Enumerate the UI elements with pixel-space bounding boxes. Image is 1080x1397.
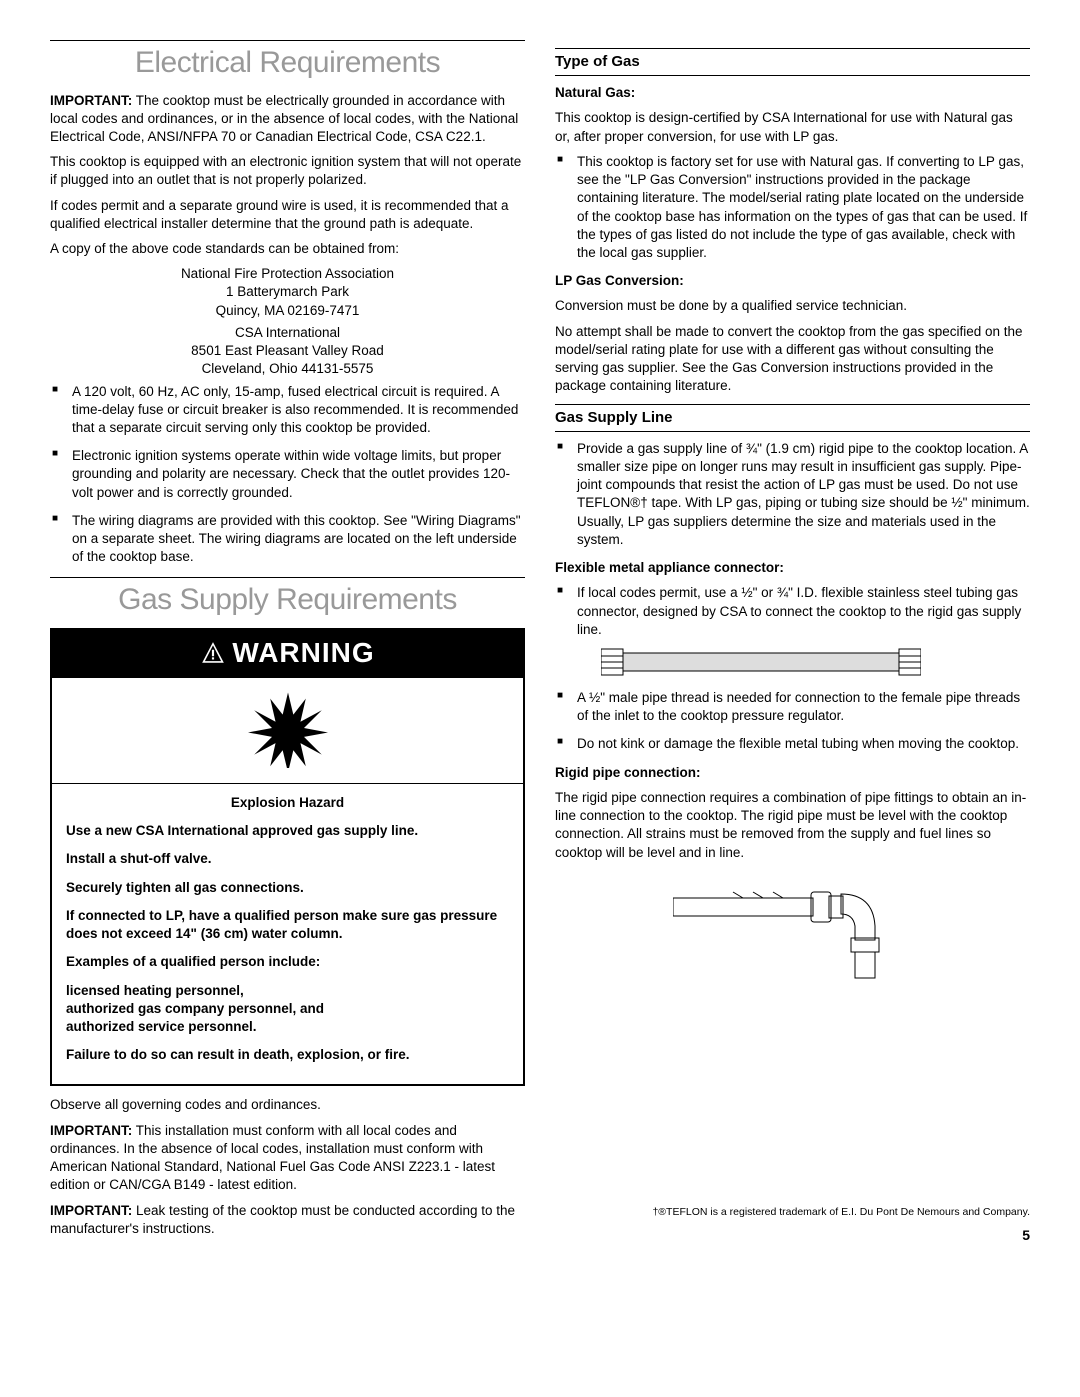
right-column: Type of Gas Natural Gas: This cooktop is… [555,40,1030,1252]
list-item: If local codes permit, use a ½" or ¾" I.… [577,584,1030,679]
important-label: IMPORTANT: [50,1123,132,1138]
natural-gas-p: This cooktop is design-certified by CSA … [555,109,1030,145]
list-item: Provide a gas supply line of ¾" (1.9 cm)… [577,440,1030,549]
list-item: Do not kink or damage the flexible metal… [577,735,1030,753]
rigid-pipe-p: The rigid pipe connection requires a com… [555,789,1030,862]
addr-line: Quincy, MA 02169-7471 [50,302,525,320]
warning-hazard: Explosion Hazard [66,794,509,812]
list-item: A 120 volt, 60 Hz, AC only, 15-amp, fuse… [72,383,525,438]
flex-pipe-illustration [601,645,1030,679]
list-item: Electronic ignition systems operate with… [72,447,525,502]
natural-gas-label: Natural Gas: [555,84,1030,102]
gas-req-heading: Gas Supply Requirements [50,577,525,621]
warning-line: licensed heating personnel, authorized g… [66,982,509,1037]
addr-line: 8501 East Pleasant Valley Road [50,342,525,360]
elec-p2: This cooktop is equipped with an electro… [50,153,525,189]
left-column: Electrical Requirements IMPORTANT: The c… [50,40,525,1252]
page-number: 5 [555,1226,1030,1245]
natural-gas-bullets: This cooktop is factory set for use with… [555,153,1030,262]
flex-connector-label: Flexible metal appliance connector: [555,559,1030,577]
important-label: IMPORTANT: [50,1203,132,1218]
elec-bullets: A 120 volt, 60 Hz, AC only, 15-amp, fuse… [50,383,525,567]
type-of-gas-heading: Type of Gas [555,48,1030,76]
warning-line: Securely tighten all gas connections. [66,879,509,897]
addr-nfpa: National Fire Protection Association 1 B… [50,265,525,320]
warning-line: Install a shut-off valve. [66,850,509,868]
lp-conv-label: LP Gas Conversion: [555,272,1030,290]
addr-line: National Fire Protection Association [50,265,525,283]
warning-line: Use a new CSA International approved gas… [66,822,509,840]
warning-line: Failure to do so can result in death, ex… [66,1046,509,1064]
lp-p1: Conversion must be done by a qualified s… [555,297,1030,315]
addr-line: Cleveland, Ohio 44131-5575 [50,360,525,378]
addr-line: CSA International [50,324,525,342]
addr-csa: CSA International 8501 East Pleasant Val… [50,324,525,379]
gas-supply-line-heading: Gas Supply Line [555,404,1030,432]
elec-p3: If codes permit and a separate ground wi… [50,197,525,233]
important-label: IMPORTANT: [50,93,132,108]
list-item: This cooktop is factory set for use with… [577,153,1030,262]
flex-bullets: If local codes permit, use a ½" or ¾" I.… [555,584,1030,753]
electrical-req-heading: Electrical Requirements [50,40,525,84]
gas-p5: Observe all governing codes and ordinanc… [50,1096,525,1114]
rigid-pipe-label: Rigid pipe connection: [555,764,1030,782]
gas-p6: IMPORTANT: This installation must confor… [50,1122,525,1195]
two-column-layout: Electrical Requirements IMPORTANT: The c… [50,40,1030,1252]
addr-line: 1 Batterymarch Park [50,283,525,301]
lp-p2: No attempt shall be made to convert the … [555,323,1030,396]
warning-body: Explosion Hazard Use a new CSA Internati… [52,784,523,1084]
warning-line: If connected to LP, have a qualified per… [66,907,509,943]
teflon-footnote: †®TEFLON is a registered trademark of E.… [555,1205,1030,1219]
gas-supply-bullets: Provide a gas supply line of ¾" (1.9 cm)… [555,440,1030,549]
gas-p7: IMPORTANT: Leak testing of the cooktop m… [50,1202,525,1238]
elec-p1: IMPORTANT: The cooktop must be electrica… [50,92,525,147]
list-item: The wiring diagrams are provided with th… [72,512,525,567]
warning-text: WARNING [232,634,374,672]
list-item: A ½" male pipe thread is needed for conn… [577,689,1030,725]
flex-b1-text: If local codes permit, use a ½" or ¾" I.… [577,585,1021,636]
rigid-pipe-illustration [555,870,1030,985]
warning-line: Examples of a qualified person include: [66,953,509,971]
warning-header: WARNING [52,630,523,678]
warning-triangle-icon [200,640,226,666]
elec-p4: A copy of the above code standards can b… [50,240,525,258]
explosion-icon [52,678,523,784]
warning-box: WARNING Explosion Hazard Use a new CSA I… [50,628,525,1086]
